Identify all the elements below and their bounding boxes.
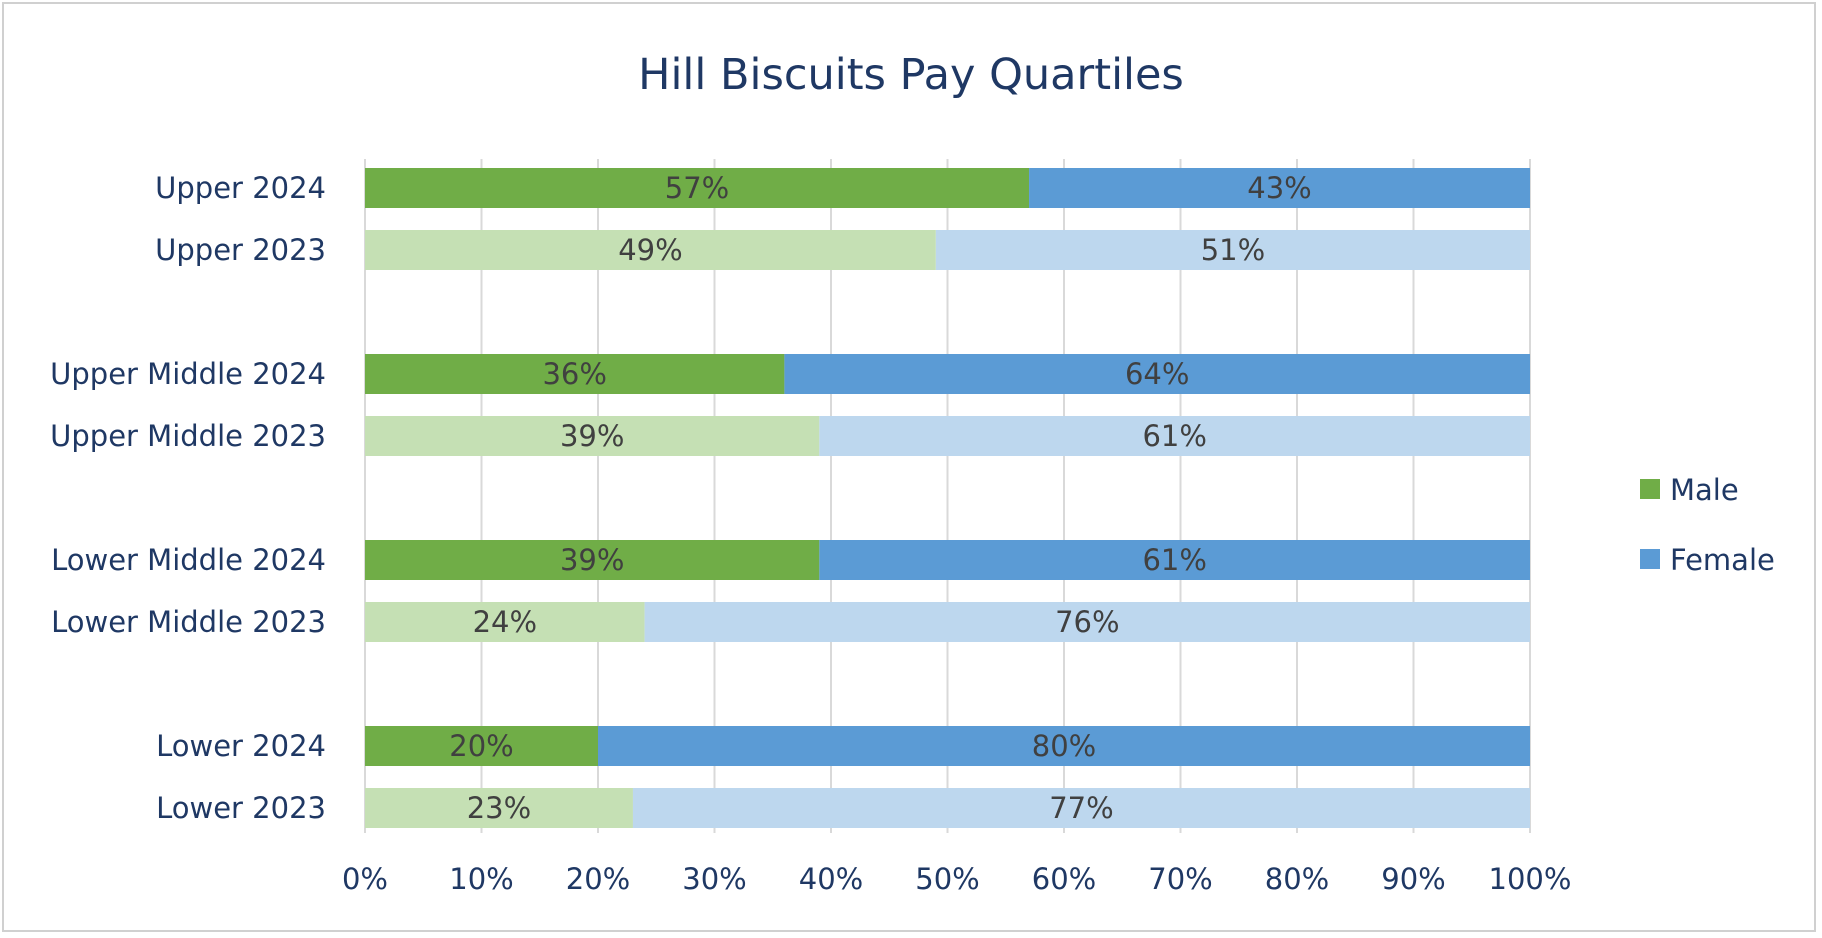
x-tick-label: 60% [1032,862,1096,896]
x-tick-label: 40% [799,862,863,896]
data-label-male: 39% [560,419,624,453]
data-label-male: 20% [449,729,513,763]
x-tick-label: 80% [1265,862,1329,896]
data-label-female: 51% [1201,233,1265,267]
x-tick-label: 30% [682,862,746,896]
legend-label: Male [1670,473,1739,507]
category-label: Upper 2023 [155,233,326,267]
category-label: Lower Middle 2023 [51,605,326,639]
category-label: Upper 2024 [155,171,326,205]
data-label-female: 61% [1142,543,1206,577]
data-label-male: 24% [473,605,537,639]
data-label-female: 64% [1125,357,1189,391]
bar-male [365,788,633,828]
category-label: Lower 2023 [156,791,326,825]
gridlines [364,159,1531,833]
bar-female [598,726,1530,766]
bar-female [819,416,1530,456]
x-tick-label: 10% [449,862,513,896]
legend-swatch [1640,549,1660,569]
bar-male [365,416,820,456]
data-label-male: 57% [665,171,729,205]
bar-female [1029,168,1530,208]
bar-male [365,230,936,270]
bar-female [935,230,1530,270]
category-label: Lower 2024 [156,729,326,763]
data-label-female: 80% [1032,729,1096,763]
x-tick-label: 50% [915,862,979,896]
x-tick-labels: 0% 10% 20% 30% 40% 50% 60% 70% 80% 90% 100% [342,862,1571,896]
category-label: Upper Middle 2023 [50,419,326,453]
data-label-male: 23% [467,791,531,825]
bar-female [632,788,1530,828]
bar-male [365,726,598,766]
data-label-male: 39% [560,543,624,577]
bar-female [784,354,1530,394]
bar-male [365,168,1030,208]
bar-male [365,540,820,580]
bar-male [365,354,785,394]
pay-quartiles-chart: Hill Biscuits Pay Quartiles 57% 43% 49% 51%… [50,50,1775,896]
chart-title: Hill Biscuits Pay Quartiles [638,50,1184,100]
data-label-female: 43% [1247,171,1311,205]
x-tick-label: 70% [1148,862,1212,896]
x-tick-label: 90% [1381,862,1445,896]
data-label-male: 49% [618,233,682,267]
legend-swatch [1640,479,1660,499]
x-tick-label: 0% [342,862,388,896]
x-tick-label: 20% [566,862,630,896]
data-label-female: 76% [1055,605,1119,639]
data-label-female: 61% [1142,419,1206,453]
data-label-female: 77% [1049,791,1113,825]
bar-male [365,602,645,642]
bars: 57% 43% 49% 51% 36% 64% 39% 61% 39% 61% 24% 76% 20% 8… [365,168,1530,828]
bar-female [644,602,1530,642]
legend-label: Female [1670,543,1775,577]
bar-female [819,540,1530,580]
legend: Male Female [1640,473,1775,577]
category-labels: Upper 2024 Upper 2023 Upper Middle 2024 Upp… [50,171,326,825]
x-tick-label: 100% [1489,862,1572,896]
category-label: Lower Middle 2024 [51,543,326,577]
category-label: Upper Middle 2024 [50,357,326,391]
data-label-male: 36% [542,357,606,391]
